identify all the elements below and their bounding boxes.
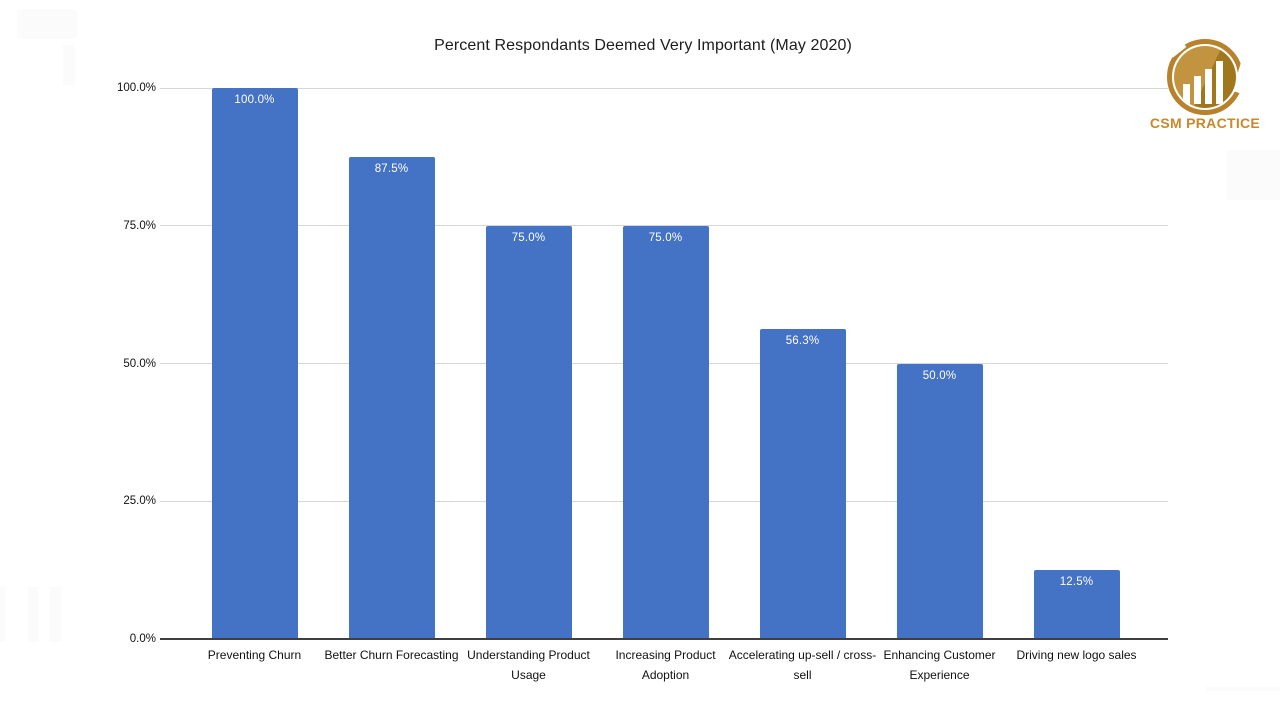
bar-5: 56.3% bbox=[759, 328, 846, 639]
watermark-shape bbox=[50, 587, 61, 642]
x-axis-category-label: Increasing Product Adoption bbox=[615, 648, 716, 682]
watermark-shape bbox=[28, 587, 38, 642]
logo-bar-icon bbox=[1183, 84, 1190, 104]
bar-value-label: 100.0% bbox=[234, 94, 275, 106]
bar-2: 87.5% bbox=[348, 156, 435, 639]
watermark-shape bbox=[17, 9, 77, 39]
x-axis-category-label: Better Churn Forecasting bbox=[324, 648, 459, 662]
x-axis-category-label: Enhancing Customer Experience bbox=[883, 648, 996, 682]
bar-4: 75.0% bbox=[622, 225, 709, 639]
watermark-shape bbox=[1205, 687, 1280, 691]
x-axis-category-label: Preventing Churn bbox=[207, 648, 302, 662]
x-axis-category-label: Driving new logo sales bbox=[1016, 648, 1137, 662]
watermark-shape bbox=[1227, 150, 1280, 200]
watermark-shape bbox=[0, 587, 5, 642]
logo-wordmark: CSM PRACTICE bbox=[1149, 115, 1261, 131]
bar-value-label: 50.0% bbox=[922, 369, 957, 382]
bar-value-label: 75.0% bbox=[648, 231, 683, 244]
chart-title: Percent Respondants Deemed Very Importan… bbox=[434, 37, 852, 54]
bar-7: 12.5% bbox=[1033, 570, 1120, 639]
x-axis-category-label: Understanding Product Usage bbox=[467, 648, 590, 682]
bar-value-label: 75.0% bbox=[511, 231, 546, 244]
x-axis-category-label: Accelerating up-sell / cross-sell bbox=[728, 648, 877, 682]
gridline-100 bbox=[160, 87, 1168, 89]
bar-1: 100.0% bbox=[211, 88, 298, 639]
bar-value-label: 87.5% bbox=[374, 162, 409, 175]
y-axis-tick-label: 25.0% bbox=[123, 495, 156, 508]
bar-6: 50.0% bbox=[896, 363, 983, 639]
y-axis-tick-label: 0.0% bbox=[129, 633, 156, 645]
y-axis-tick-label: 75.0% bbox=[123, 219, 156, 232]
csm-practice-logo: CSM PRACTICE bbox=[1138, 32, 1272, 132]
bar-chart-circle-icon bbox=[1174, 46, 1236, 108]
bar-3: 75.0% bbox=[485, 225, 572, 639]
watermark-shape bbox=[63, 45, 75, 85]
bar-value-label: 12.5% bbox=[1059, 576, 1094, 589]
logo-bar-icon bbox=[1205, 69, 1212, 104]
logo-bar-icon bbox=[1216, 61, 1223, 104]
y-axis-tick-label: 50.0% bbox=[123, 357, 156, 370]
logo-bar-icon bbox=[1194, 76, 1201, 104]
bar-value-label: 56.3% bbox=[785, 334, 820, 347]
y-axis-tick-label: 100.0% bbox=[116, 82, 156, 94]
x-axis-line bbox=[160, 638, 1168, 640]
